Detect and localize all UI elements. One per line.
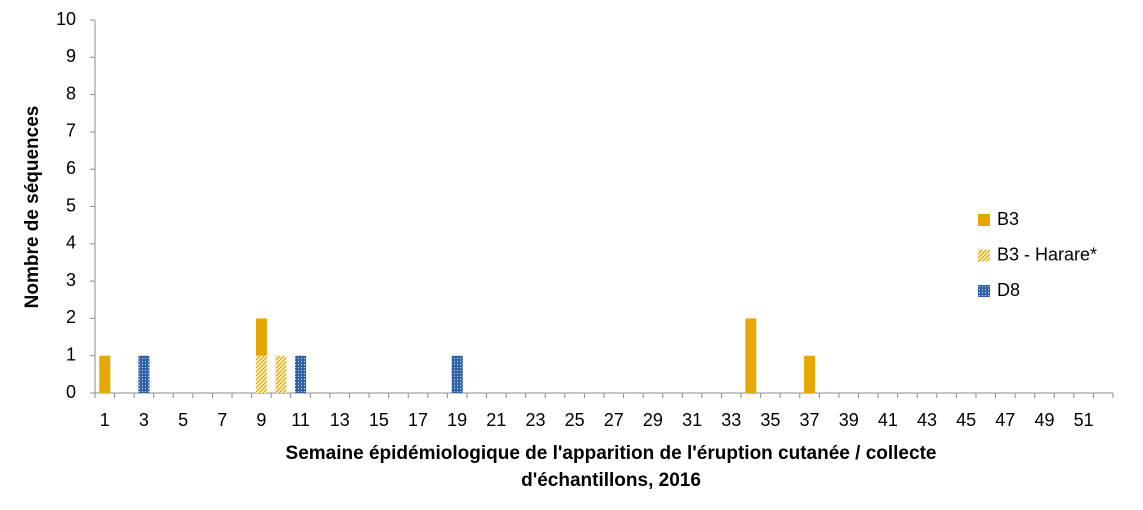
x-tick-label: 33 — [721, 410, 741, 430]
x-tick-label: 39 — [839, 410, 859, 430]
bar — [255, 318, 267, 356]
x-tick-label: 23 — [525, 410, 545, 430]
bar — [99, 355, 111, 393]
y-tick-label: 4 — [66, 233, 76, 253]
bar — [295, 355, 307, 393]
x-tick-label: 13 — [330, 410, 350, 430]
legend-label: B3 — [997, 209, 1019, 229]
legend-label: B3 - Harare* — [997, 244, 1097, 264]
bar — [745, 318, 757, 393]
y-tick-label: 8 — [66, 83, 76, 103]
y-tick-label: 10 — [56, 9, 76, 29]
x-axis-title: Semaine épidémiologique de l'apparition … — [286, 443, 937, 464]
y-axis-title: Nombre de séquences — [22, 106, 43, 309]
bar — [804, 355, 816, 393]
x-tick-label: 35 — [760, 410, 780, 430]
x-tick-label: 7 — [217, 410, 227, 430]
x-tick-label: 1 — [100, 410, 110, 430]
x-tick-label: 51 — [1074, 410, 1094, 430]
x-axis-title: d'échantillons, 2016 — [521, 470, 701, 491]
y-tick-label: 1 — [66, 344, 76, 364]
x-tick-label: 29 — [643, 410, 663, 430]
x-tick-label: 45 — [956, 410, 976, 430]
x-tick-label: 17 — [408, 410, 428, 430]
y-tick-label: 2 — [66, 307, 76, 327]
y-tick-label: 9 — [66, 46, 76, 66]
bar — [451, 355, 463, 393]
y-tick-label: 0 — [66, 382, 76, 402]
y-tick-label: 6 — [66, 158, 76, 178]
y-tick-label: 3 — [66, 270, 76, 290]
legend-swatch — [978, 249, 990, 262]
x-tick-label: 5 — [178, 410, 188, 430]
x-tick-label: 11 — [291, 410, 310, 430]
x-tick-label: 19 — [447, 410, 467, 430]
x-tick-label: 9 — [256, 410, 266, 430]
x-tick-label: 41 — [878, 410, 898, 430]
legend-label: D8 — [997, 280, 1020, 300]
bar — [138, 355, 150, 393]
bar — [255, 355, 267, 393]
legend-swatch — [978, 214, 990, 226]
x-tick-label: 21 — [486, 410, 506, 430]
x-tick-label: 31 — [682, 410, 702, 430]
x-tick-label: 15 — [369, 410, 389, 430]
x-tick-label: 27 — [604, 410, 624, 430]
x-tick-label: 3 — [139, 410, 149, 430]
x-tick-label: 43 — [917, 410, 937, 430]
legend-swatch — [978, 285, 990, 297]
x-tick-label: 49 — [1034, 410, 1054, 430]
x-tick-label: 47 — [995, 410, 1015, 430]
x-tick-label: 37 — [800, 410, 820, 430]
y-tick-label: 7 — [66, 121, 76, 141]
bar — [275, 355, 287, 393]
y-tick-label: 5 — [66, 195, 76, 215]
x-tick-label: 25 — [565, 410, 585, 430]
